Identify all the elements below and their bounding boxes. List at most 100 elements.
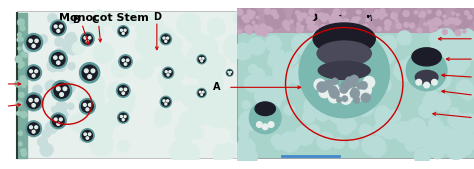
Circle shape: [270, 82, 288, 101]
Circle shape: [349, 94, 370, 115]
Circle shape: [82, 100, 93, 112]
Circle shape: [365, 136, 387, 158]
Circle shape: [427, 20, 434, 27]
Circle shape: [424, 135, 443, 154]
Circle shape: [228, 44, 249, 65]
Circle shape: [303, 60, 317, 75]
Circle shape: [331, 76, 346, 90]
Circle shape: [447, 112, 464, 128]
Circle shape: [163, 37, 165, 39]
FancyBboxPatch shape: [237, 8, 474, 33]
Circle shape: [353, 46, 362, 55]
Circle shape: [403, 22, 409, 28]
Circle shape: [160, 96, 172, 107]
Circle shape: [255, 28, 262, 35]
Circle shape: [54, 83, 69, 98]
Circle shape: [42, 129, 51, 138]
Circle shape: [393, 60, 415, 81]
Circle shape: [449, 107, 459, 117]
Circle shape: [261, 24, 264, 27]
Circle shape: [354, 28, 357, 32]
Circle shape: [341, 25, 344, 29]
Circle shape: [25, 33, 43, 51]
Circle shape: [261, 90, 282, 111]
Circle shape: [317, 81, 328, 93]
Circle shape: [124, 29, 126, 31]
Circle shape: [16, 100, 22, 107]
Circle shape: [424, 82, 429, 88]
Circle shape: [336, 97, 342, 103]
Circle shape: [256, 122, 262, 127]
Circle shape: [120, 115, 122, 117]
Circle shape: [81, 33, 91, 42]
Circle shape: [412, 132, 428, 148]
Circle shape: [268, 122, 274, 127]
Circle shape: [160, 33, 172, 45]
Circle shape: [248, 64, 258, 74]
Circle shape: [41, 143, 54, 156]
Circle shape: [45, 121, 58, 134]
Circle shape: [124, 115, 126, 117]
Circle shape: [21, 151, 27, 157]
Circle shape: [273, 67, 293, 87]
Circle shape: [450, 45, 464, 58]
Circle shape: [267, 53, 283, 69]
Circle shape: [70, 114, 89, 133]
Circle shape: [57, 61, 60, 64]
Circle shape: [29, 120, 36, 127]
Circle shape: [194, 36, 214, 56]
Circle shape: [422, 95, 436, 108]
Circle shape: [197, 55, 206, 64]
Circle shape: [328, 24, 333, 28]
Circle shape: [459, 132, 474, 151]
Circle shape: [247, 37, 266, 55]
Circle shape: [80, 99, 95, 114]
Circle shape: [338, 28, 342, 32]
Circle shape: [335, 16, 342, 23]
Circle shape: [456, 13, 460, 17]
Circle shape: [73, 120, 84, 131]
Circle shape: [187, 91, 210, 115]
Circle shape: [405, 138, 419, 152]
Circle shape: [100, 101, 126, 127]
Circle shape: [390, 12, 398, 20]
Circle shape: [345, 27, 350, 33]
Circle shape: [365, 35, 387, 58]
Circle shape: [272, 62, 293, 83]
Circle shape: [439, 52, 455, 67]
Circle shape: [207, 85, 225, 104]
Circle shape: [436, 19, 442, 26]
Circle shape: [419, 67, 432, 80]
Circle shape: [372, 11, 380, 19]
Circle shape: [342, 89, 350, 97]
Circle shape: [456, 19, 462, 24]
Circle shape: [250, 10, 255, 16]
Circle shape: [423, 22, 427, 26]
Circle shape: [54, 48, 66, 60]
Circle shape: [135, 34, 156, 55]
Circle shape: [122, 32, 124, 34]
Circle shape: [29, 99, 32, 102]
Circle shape: [236, 138, 255, 157]
Circle shape: [282, 20, 290, 27]
Circle shape: [361, 136, 381, 155]
Circle shape: [207, 18, 226, 37]
Circle shape: [265, 35, 282, 52]
Circle shape: [349, 79, 357, 88]
Circle shape: [331, 13, 337, 20]
Circle shape: [81, 32, 94, 46]
Circle shape: [17, 32, 22, 37]
Circle shape: [223, 90, 245, 112]
Circle shape: [328, 91, 340, 103]
Circle shape: [16, 111, 21, 116]
Circle shape: [309, 24, 312, 28]
Circle shape: [341, 82, 348, 89]
Circle shape: [467, 15, 473, 20]
Circle shape: [67, 103, 74, 110]
Circle shape: [154, 107, 172, 124]
Circle shape: [289, 64, 310, 85]
Circle shape: [92, 42, 114, 64]
Circle shape: [450, 18, 457, 24]
Circle shape: [26, 121, 41, 137]
Circle shape: [461, 88, 474, 101]
